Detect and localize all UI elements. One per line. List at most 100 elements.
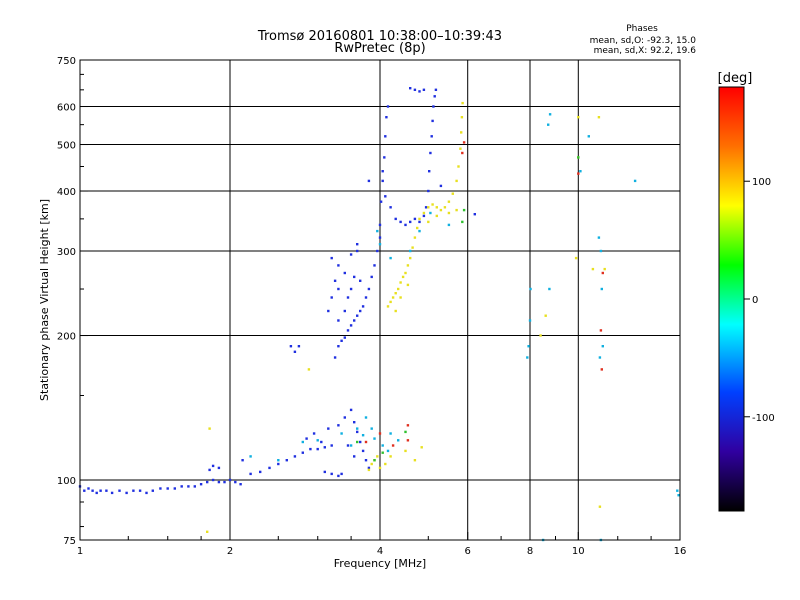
data-point (397, 287, 400, 291)
data-point (211, 464, 215, 468)
data-point (603, 267, 606, 271)
data-point (333, 279, 337, 282)
data-point (404, 271, 407, 275)
data-point (598, 356, 602, 359)
data-point (409, 256, 412, 260)
data-point (413, 88, 417, 91)
data-point (343, 336, 346, 339)
data-point (389, 206, 392, 209)
data-point (217, 480, 221, 484)
data-point (241, 459, 244, 462)
data-point (381, 451, 384, 454)
y-tick-label: 750 (57, 56, 76, 67)
data-point (180, 485, 183, 488)
data-point (399, 220, 402, 224)
data-point (145, 491, 148, 495)
data-point (599, 329, 603, 332)
y-tick-label: 100 (57, 476, 76, 487)
data-point (333, 356, 337, 359)
data-point (386, 449, 390, 453)
data-point (457, 165, 460, 168)
data-point (418, 229, 421, 233)
data-point (427, 220, 430, 224)
x-tick-label: 1 (77, 546, 83, 557)
data-point (429, 151, 432, 155)
data-point (381, 179, 384, 183)
data-point (600, 287, 603, 291)
data-point (389, 432, 392, 435)
data-point (587, 135, 590, 138)
data-point (384, 462, 387, 466)
y-axis-ticks: 75 100 200 300 400 500 600 750 (57, 56, 88, 547)
data-point (297, 345, 301, 348)
data-point (548, 287, 551, 291)
data-point (422, 88, 426, 91)
phase-stats-o-mode: mean, sd,O: -92.3, 15.0 (590, 36, 697, 46)
data-point (349, 324, 353, 327)
data-point (364, 459, 368, 462)
phase-stats-x-mode: mean, sd,X: 92.2, 19.6 (594, 46, 697, 56)
data-point (409, 87, 412, 90)
data-point (337, 345, 340, 348)
data-point (601, 345, 604, 348)
data-point (340, 472, 343, 476)
data-point (409, 220, 412, 224)
data-point (343, 416, 346, 419)
data-point (384, 135, 387, 138)
data-point (370, 427, 373, 430)
data-point (413, 236, 417, 239)
colorbar-tick-label: 100 (752, 177, 771, 188)
data-point (166, 487, 169, 490)
data-point (378, 432, 382, 435)
data-point (447, 200, 451, 203)
data-point (376, 229, 379, 233)
data-point (217, 466, 221, 470)
data-point (105, 489, 108, 492)
data-point (401, 275, 405, 279)
data-point (277, 459, 280, 462)
data-point (206, 530, 209, 533)
data-point (312, 432, 316, 435)
data-point (430, 135, 433, 138)
data-point (353, 421, 356, 424)
data-point (422, 214, 426, 218)
data-point (389, 455, 392, 458)
data-point (378, 236, 382, 239)
data-point (460, 131, 463, 134)
data-point (293, 455, 297, 458)
data-point (309, 447, 312, 451)
data-point (337, 424, 340, 427)
data-point (397, 439, 400, 442)
data-point (455, 179, 458, 183)
data-point (356, 430, 359, 434)
data-point (367, 468, 371, 472)
data-point (359, 279, 362, 282)
data-point (349, 444, 353, 447)
data-point (349, 253, 353, 256)
data-point (173, 487, 176, 490)
data-point (361, 434, 365, 437)
data-point (418, 220, 421, 224)
data-point (422, 211, 426, 215)
data-point (249, 455, 252, 458)
data-point (443, 206, 447, 209)
data-point (259, 470, 262, 474)
data-point (391, 444, 395, 447)
data-point (373, 264, 376, 267)
data-point (307, 368, 311, 371)
data-point (340, 339, 343, 342)
grid-lines (80, 60, 680, 540)
data-point (359, 309, 362, 313)
data-point (316, 447, 319, 451)
data-point (427, 189, 430, 193)
data-point (353, 319, 356, 322)
data-point (413, 217, 417, 221)
data-point (268, 466, 271, 470)
data-point (364, 296, 368, 299)
data-point (439, 184, 443, 188)
data-point (433, 95, 436, 98)
data-point (435, 206, 438, 209)
data-point (353, 455, 356, 458)
data-point (462, 208, 466, 212)
colorbar-label: [deg] (718, 71, 753, 86)
